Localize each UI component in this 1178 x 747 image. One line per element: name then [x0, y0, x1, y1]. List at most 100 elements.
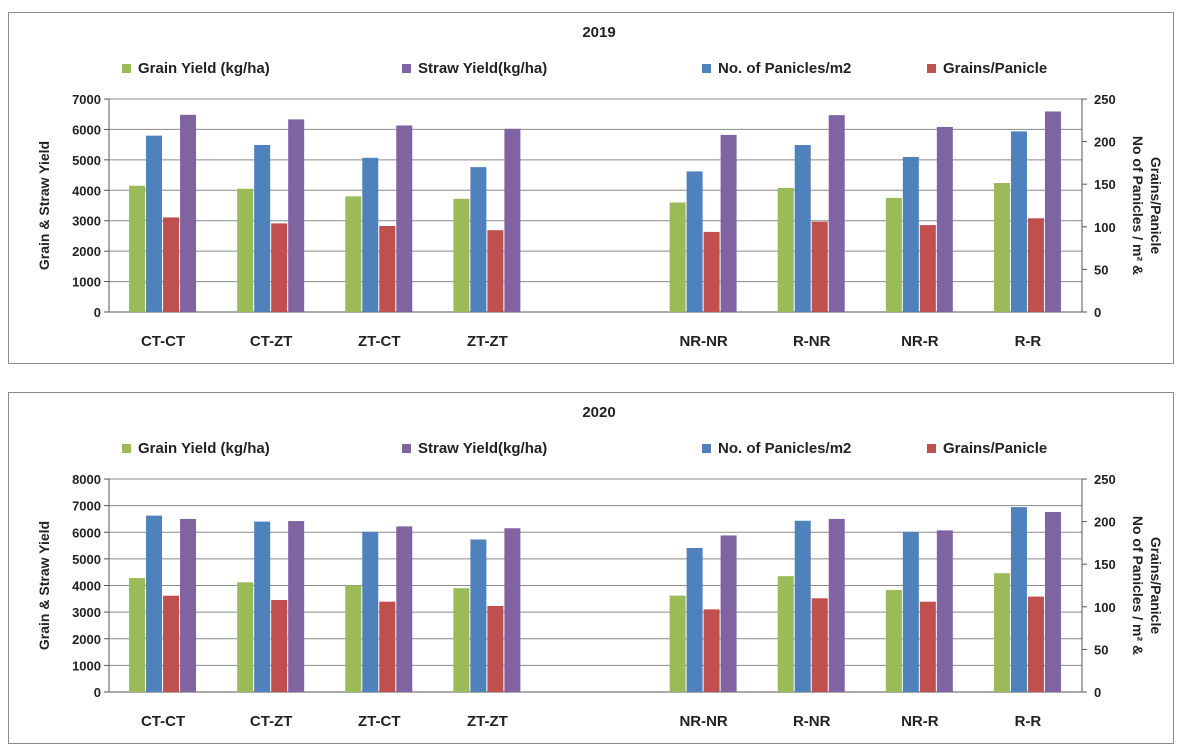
- chart-2020-legend-swatch: [702, 444, 711, 453]
- chart-2020-ytick-label: 1000: [72, 658, 101, 673]
- chart-2020-title: 2020: [582, 404, 615, 421]
- chart-2020-ytick-label: 8000: [72, 472, 101, 487]
- chart-2020-bar-no-of-panicles-m2-nr-r: [902, 531, 919, 692]
- chart-2019-bar-grains-panicle-r-nr: [811, 221, 828, 312]
- chart-2019-legend-swatch: [402, 64, 411, 73]
- chart-2019-legend-label: Grain Yield (kg/ha): [138, 60, 270, 77]
- chart-2019-legend-swatch: [927, 64, 936, 73]
- chart-2019-bar-grain-yield-kg-ha-r-nr: [777, 187, 794, 312]
- chart-2019-bar-no-of-panicles-m2-nr-r: [902, 156, 919, 312]
- chart-2020-xtick-label: ZT-CT: [358, 713, 401, 730]
- chart-2020-ytick-label: 4000: [72, 579, 101, 594]
- chart-2020-bar-grain-yield-kg-ha-zt-zt: [453, 588, 470, 692]
- chart-2019-bar-no-of-panicles-m2-ct-ct: [146, 135, 163, 312]
- chart-2020-ytick-label: 7000: [72, 499, 101, 514]
- chart-2020-bar-grains-panicle-nr-r: [919, 601, 936, 692]
- chart-2020-bar-grains-panicle-ct-zt: [271, 599, 288, 692]
- chart-2020-bar-straw-yield-kg-ha-ct-zt: [288, 521, 305, 692]
- chart-2020-bar-no-of-panicles-m2-nr-nr: [686, 548, 703, 692]
- chart-2020-bar-grain-yield-kg-ha-r-r: [993, 573, 1010, 692]
- chart-2019-y2tick-label: 100: [1094, 220, 1116, 235]
- chart-2020-ytick-label: 2000: [72, 632, 101, 647]
- chart-2020-y2tick-label: 100: [1094, 600, 1116, 615]
- chart-2020-ytick-label: 3000: [72, 605, 101, 620]
- chart-2020-y2tick-label: 150: [1094, 557, 1116, 572]
- chart-2019-bar-grain-yield-kg-ha-ct-ct: [129, 185, 146, 312]
- chart-2019-xtick-label: CT-CT: [141, 333, 185, 350]
- chart-2019-ytick-label: 4000: [72, 183, 101, 198]
- chart-2020-legend-label: No. of Panicles/m2: [718, 440, 851, 457]
- chart-2019-bar-no-of-panicles-m2-ct-zt: [254, 145, 271, 312]
- chart-2020-y2label-line: No of Panicles / m² &: [1130, 516, 1146, 655]
- chart-2019-y2tick-label: 150: [1094, 177, 1116, 192]
- chart-2019-y2tick-label: 0: [1094, 305, 1101, 320]
- chart-2019-bar-straw-yield-kg-ha-ct-zt: [288, 119, 305, 312]
- chart-2020-legend-label: Straw Yield(kg/ha): [418, 440, 547, 457]
- chart-2020-ytick-label: 6000: [72, 525, 101, 540]
- chart-2019-bar-straw-yield-kg-ha-r-nr: [828, 115, 845, 313]
- chart-2020-panel: 2020 Grain Yield (kg/ha) Straw Yield(kg/ha…: [8, 392, 1174, 744]
- chart-2020-xtick-label: R-R: [1015, 713, 1042, 730]
- chart-2019-xtick-label: ZT-ZT: [467, 333, 508, 350]
- chart-2020-bar-no-of-panicles-m2-zt-ct: [362, 531, 379, 692]
- chart-2019-bar-no-of-panicles-m2-r-r: [1010, 131, 1027, 312]
- chart-2020-y2tick-label: 0: [1094, 685, 1101, 700]
- chart-2019-bar-grain-yield-kg-ha-ct-zt: [237, 188, 254, 312]
- chart-2020-y2tick-label: 250: [1094, 472, 1116, 487]
- chart-2019-bar-grains-panicle-ct-ct: [163, 217, 180, 312]
- chart-2019-bar-no-of-panicles-m2-zt-ct: [362, 157, 379, 312]
- chart-2019-bar-grains-panicle-nr-r: [919, 225, 936, 312]
- chart-2020-ylabel: Grain & Straw Yield: [36, 521, 52, 650]
- chart-2020-bar-straw-yield-kg-ha-zt-zt: [504, 528, 521, 692]
- chart-2020-ytick-label: 0: [94, 685, 101, 700]
- chart-2019-bar-grains-panicle-r-r: [1027, 218, 1044, 312]
- chart-2020-bar-grain-yield-kg-ha-r-nr: [777, 576, 794, 692]
- chart-2019-panel: 2019 Grain Yield (kg/ha) Straw Yield(kg/ha…: [8, 12, 1174, 364]
- chart-2019-bar-straw-yield-kg-ha-nr-r: [936, 126, 953, 312]
- chart-2019-ytick-label: 1000: [72, 275, 101, 290]
- chart-2019-legend-swatch: [702, 64, 711, 73]
- chart-2020-bar-grains-panicle-zt-ct: [379, 601, 396, 692]
- chart-2019-bar-grains-panicle-ct-zt: [271, 223, 288, 312]
- chart-2020-xtick-label: NR-NR: [679, 713, 727, 730]
- chart-2019-bar-straw-yield-kg-ha-r-r: [1044, 111, 1061, 313]
- chart-2019-bar-grains-panicle-zt-zt: [487, 230, 504, 312]
- chart-2019-legend-label: Straw Yield(kg/ha): [418, 60, 547, 77]
- chart-2019-bar-grain-yield-kg-ha-nr-r: [885, 197, 902, 312]
- chart-2019-bar-grains-panicle-nr-nr: [703, 231, 720, 312]
- chart-2020-bar-grain-yield-kg-ha-ct-ct: [129, 578, 146, 692]
- chart-2020-bar-straw-yield-kg-ha-nr-r: [936, 530, 953, 692]
- chart-2019-ytick-label: 2000: [72, 244, 101, 259]
- chart-2019-bar-straw-yield-kg-ha-ct-ct: [180, 114, 197, 312]
- chart-2019-xtick-label: CT-ZT: [250, 333, 293, 350]
- chart-2020-bar-straw-yield-kg-ha-nr-nr: [720, 535, 737, 692]
- chart-2019-bar-straw-yield-kg-ha-nr-nr: [720, 134, 737, 312]
- chart-2019-xtick-label: R-NR: [793, 333, 831, 350]
- chart-2020-bar-straw-yield-kg-ha-zt-ct: [396, 526, 413, 692]
- chart-2020-bar-grains-panicle-zt-zt: [487, 605, 504, 692]
- chart-2019-legend-label: Grains/Panicle: [943, 60, 1047, 77]
- chart-2020-legend-swatch: [402, 444, 411, 453]
- chart-2020-bar-no-of-panicles-m2-r-r: [1010, 507, 1027, 692]
- chart-2019: 2019 Grain Yield (kg/ha) Straw Yield(kg/ha…: [36, 24, 1164, 350]
- chart-2020-bar-grain-yield-kg-ha-nr-nr: [669, 595, 686, 692]
- chart-2019-xtick-label: R-R: [1015, 333, 1042, 350]
- chart-2019-xtick-label: ZT-CT: [358, 333, 401, 350]
- chart-2019-y2label-line: Grains/Panicle: [1148, 157, 1164, 254]
- chart-2019-bar-straw-yield-kg-ha-zt-ct: [396, 125, 413, 312]
- chart-2019-ytick-label: 7000: [72, 92, 101, 107]
- chart-2020-bar-grains-panicle-r-r: [1027, 596, 1044, 692]
- chart-2020-y2tick-label: 200: [1094, 515, 1116, 530]
- chart-2019-bar-no-of-panicles-m2-nr-nr: [686, 171, 703, 312]
- chart-2020-xtick-label: R-NR: [793, 713, 831, 730]
- chart-2019-y2tick-label: 250: [1094, 92, 1116, 107]
- chart-2020-xtick-label: CT-ZT: [250, 713, 293, 730]
- chart-2019-y2label-line: No of Panicles / m² &: [1130, 136, 1146, 275]
- chart-2020-legend-label: Grain Yield (kg/ha): [138, 440, 270, 457]
- chart-2020-bar-no-of-panicles-m2-r-nr: [794, 520, 811, 692]
- chart-2019-bar-grain-yield-kg-ha-zt-ct: [345, 196, 362, 312]
- chart-2019-ylabel: Grain & Straw Yield: [36, 141, 52, 270]
- chart-2019-bar-grain-yield-kg-ha-nr-nr: [669, 202, 686, 312]
- chart-2020-bar-grain-yield-kg-ha-nr-r: [885, 590, 902, 692]
- chart-2019-ytick-label: 6000: [72, 122, 101, 137]
